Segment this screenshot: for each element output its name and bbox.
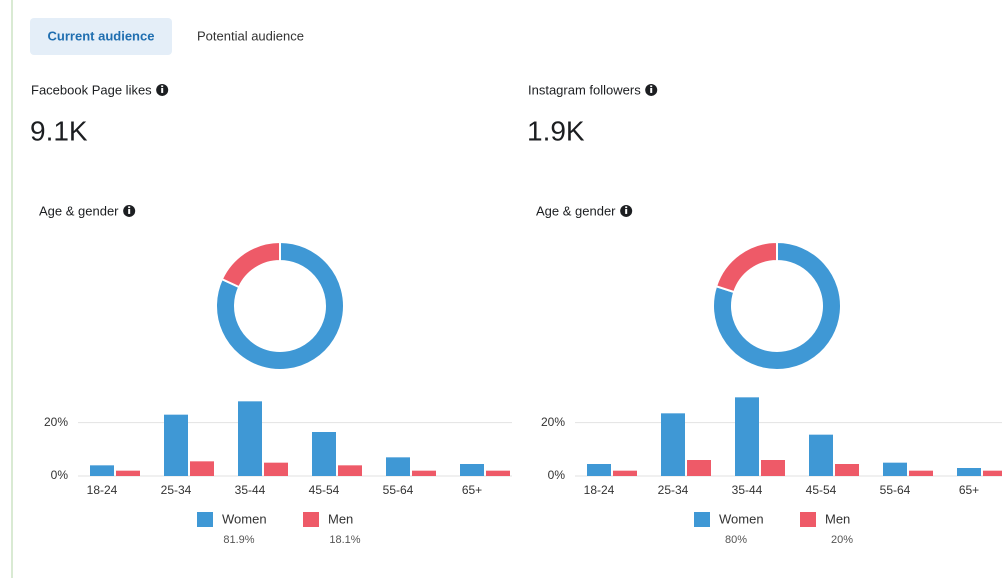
x-tick-label: 65+ (959, 483, 979, 497)
bar (735, 397, 759, 476)
y-tick-label: 0% (51, 468, 69, 482)
donut-segment (215, 240, 345, 371)
x-tick-label: 18-24 (584, 483, 615, 497)
info-icon-glyph (161, 87, 164, 93)
bar (957, 468, 981, 476)
legend-label: Women (222, 511, 267, 526)
x-tick-label: 55-64 (383, 483, 414, 497)
bar (835, 464, 859, 476)
bar (238, 401, 262, 476)
info-icon-glyph (128, 208, 131, 214)
x-tick-label: 65+ (462, 483, 482, 497)
metric-value: 9.1K (30, 115, 88, 146)
x-tick-label: 45-54 (806, 483, 837, 497)
legend-swatch (197, 512, 213, 527)
bar (587, 464, 611, 476)
y-tick-label: 0% (548, 468, 566, 482)
legend-swatch (800, 512, 816, 527)
y-tick-label: 20% (44, 415, 68, 429)
info-icon-glyph (650, 85, 653, 88)
info-icon-glyph (625, 208, 628, 214)
legend-label: Men (825, 511, 850, 526)
bar (460, 464, 484, 476)
legend-share: 81.9% (223, 534, 254, 546)
donut-segment (712, 240, 842, 371)
legend-share: 20% (831, 534, 853, 546)
bar (761, 460, 785, 476)
bar (90, 465, 114, 476)
bar (983, 470, 1002, 476)
donut-segment (714, 240, 778, 294)
y-tick-label: 20% (541, 415, 565, 429)
bar (687, 460, 711, 476)
tab-selected-bg[interactable] (30, 18, 172, 55)
x-tick-label: 25-34 (161, 483, 192, 497)
x-tick-label: 25-34 (658, 483, 689, 497)
x-tick-label: 55-64 (880, 483, 911, 497)
chart-title: Age & gender (39, 203, 119, 218)
bar (486, 470, 510, 476)
bar (386, 457, 410, 476)
info-icon-glyph (161, 85, 164, 88)
x-tick-label: 18-24 (87, 483, 118, 497)
legend-share: 18.1% (329, 534, 360, 546)
bar (909, 470, 933, 476)
legend-swatch (303, 512, 319, 527)
legend-swatch (694, 512, 710, 527)
bar (264, 462, 288, 476)
bar (809, 434, 833, 476)
metric-value: 1.9K (527, 115, 585, 146)
donut-segment (220, 240, 281, 289)
bar (312, 432, 336, 476)
metric-label: Facebook Page likes (31, 82, 152, 97)
bar (613, 470, 637, 476)
x-tick-label: 35-44 (235, 483, 266, 497)
info-icon-glyph (128, 206, 131, 209)
legend-label: Women (719, 511, 764, 526)
metric-label: Instagram followers (528, 82, 641, 97)
chart-title: Age & gender (536, 203, 616, 218)
legend-label: Men (328, 511, 353, 526)
bar (338, 465, 362, 476)
bar (412, 470, 436, 476)
bar (164, 414, 188, 476)
tab[interactable]: Current audience (48, 28, 155, 43)
info-icon-glyph (625, 206, 628, 209)
bar (190, 461, 214, 476)
tab[interactable]: Potential audience (197, 28, 304, 43)
x-tick-label: 35-44 (732, 483, 763, 497)
bar (883, 462, 907, 476)
x-tick-label: 45-54 (309, 483, 340, 497)
side-border (11, 0, 13, 578)
bar (116, 470, 140, 476)
legend-share: 80% (725, 534, 747, 546)
info-icon-glyph (650, 87, 653, 93)
bar (661, 413, 685, 476)
